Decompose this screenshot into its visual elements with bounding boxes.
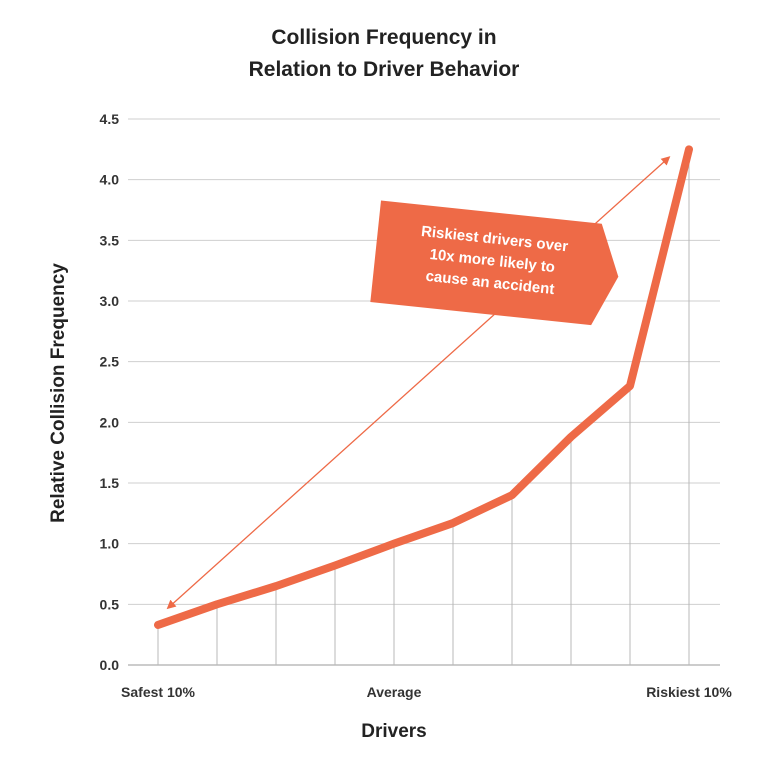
y-tick-label: 0.0 [100,657,120,673]
x-tick-label: Average [367,684,422,700]
chart-title: Collision Frequency in Relation to Drive… [0,22,768,86]
y-tick-label: 2.5 [100,354,120,370]
y-tick-label: 4.5 [100,111,120,127]
y-tick-labels: 0.0 0.5 1.0 1.5 2.0 2.5 3.0 3.5 4.0 4.5 [100,111,120,673]
y-tick-label: 0.5 [100,596,120,612]
annotation-callout: Riskiest drivers over 10x more likely to… [370,200,619,326]
y-tick-label: 3.5 [100,232,120,248]
y-axis-title: Relative Collision Frequency [48,263,69,523]
x-axis-title: Drivers [361,721,427,742]
x-tick-labels: Safest 10% Average Riskiest 10% [121,684,732,700]
chart-title-line-2: Relation to Driver Behavior [248,58,520,81]
y-tick-label: 1.0 [100,536,120,552]
series-line [154,145,693,629]
y-tick-label: 3.0 [100,293,120,309]
y-tick-label: 4.0 [100,172,120,188]
chart-title-line-1: Collision Frequency in [271,26,497,49]
callout-shape [370,200,619,326]
horizontal-gridlines [128,118,720,666]
y-tick-label: 1.5 [100,475,120,491]
x-tick-label: Riskiest 10% [646,684,732,700]
y-tick-label: 2.0 [100,414,120,430]
x-tick-label: Safest 10% [121,684,195,700]
